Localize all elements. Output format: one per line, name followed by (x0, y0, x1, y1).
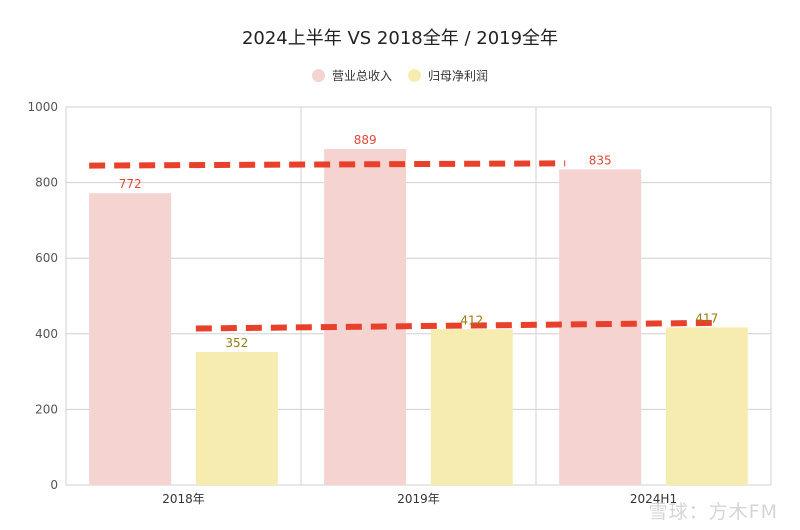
legend-label-profit: 归母净利润 (428, 69, 489, 83)
legend-swatch-revenue (311, 69, 325, 82)
y-tick-label-0: 0 (50, 478, 58, 492)
chart-title: 2024上半年 VS 2018全年 / 2019全年 (241, 28, 559, 49)
watermark: 雪球：方木FM (648, 501, 778, 523)
value-label-revenue-2: 835 (589, 153, 612, 167)
value-label-profit-1: 412 (460, 313, 483, 327)
x-tick-label-1: 2019年 (397, 492, 440, 506)
y-tick-label-5: 1000 (27, 100, 58, 114)
trend-line-1 (195, 319, 717, 332)
value-label-revenue-1: 889 (354, 133, 377, 147)
x-tick-label-2: 2024H1 (630, 492, 677, 506)
bar-profit-2 (665, 327, 748, 485)
legend-item-profit[interactable]: 归母净利润 (408, 67, 488, 84)
y-tick-label-3: 600 (35, 251, 58, 265)
x-tick-label-0: 2018年 (162, 492, 205, 506)
bar-profit-0 (195, 351, 278, 485)
bar-revenue-1 (324, 148, 407, 485)
bar-revenue-0 (89, 193, 172, 485)
legend: 营业总收入 归母净利润 (0, 67, 800, 84)
y-tick-label-4: 800 (35, 176, 58, 190)
legend-item-revenue[interactable]: 营业总收入 (311, 67, 392, 84)
value-label-revenue-0: 772 (119, 177, 142, 191)
value-label-profit-2: 417 (695, 311, 718, 325)
legend-swatch-profit (408, 69, 421, 82)
y-tick-label-1: 200 (35, 402, 58, 416)
bar-profit-1 (430, 329, 513, 485)
legend-label-revenue: 营业总收入 (331, 69, 392, 83)
trend-line-0 (89, 160, 566, 169)
y-tick-label-2: 400 (35, 327, 58, 341)
value-label-profit-0: 352 (225, 336, 248, 350)
